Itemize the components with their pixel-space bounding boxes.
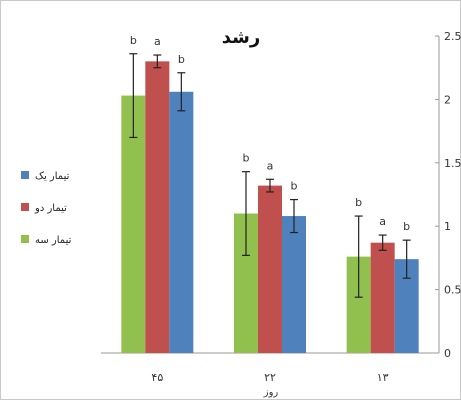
significance-letter: a	[267, 159, 274, 172]
y-tick-label: 0.5	[444, 284, 461, 297]
y-tick-label: 1.5	[444, 157, 461, 170]
significance-letter: b	[243, 152, 250, 165]
significance-letter: a	[154, 35, 161, 48]
significance-letters: b a b b a b b a b	[130, 34, 410, 233]
bars	[121, 61, 419, 354]
chart-title: رشد	[222, 27, 260, 48]
bar	[169, 91, 194, 354]
legend: تیمار یک تیمار دو تیمار سه	[21, 171, 72, 246]
legend-swatch	[21, 235, 29, 243]
y-axis-ticks: 0 0.5 1 1.5 2 2.5	[435, 30, 461, 360]
bar	[282, 216, 306, 353]
category-label: ۲۲	[264, 371, 276, 384]
bar	[121, 95, 146, 353]
x-axis-title: روز	[263, 387, 279, 398]
significance-letter: a	[379, 215, 386, 228]
bar	[370, 242, 395, 353]
category-label: ۱۳	[377, 371, 389, 384]
legend-label: تیمار سه	[35, 235, 72, 246]
y-tick-label: 2.5	[444, 30, 461, 43]
category-label: ۴۵	[151, 371, 163, 384]
significance-letter: b	[403, 220, 410, 233]
significance-letter: b	[178, 53, 185, 66]
y-tick-label: 0	[444, 347, 451, 360]
significance-letter: b	[130, 34, 137, 47]
bar	[145, 61, 170, 354]
legend-swatch	[21, 203, 29, 211]
y-tick-label: 2	[444, 93, 451, 106]
significance-letter: b	[291, 180, 298, 193]
error-bars	[129, 53, 411, 298]
bar	[258, 185, 282, 353]
legend-label: تیمار دو	[34, 203, 67, 214]
legend-swatch	[21, 171, 29, 179]
y-tick-label: 1	[444, 220, 451, 233]
category-labels: ۴۵ ۲۲ ۱۳	[151, 371, 388, 384]
significance-letter: b	[355, 196, 362, 209]
legend-label: تیمار یک	[35, 171, 70, 182]
